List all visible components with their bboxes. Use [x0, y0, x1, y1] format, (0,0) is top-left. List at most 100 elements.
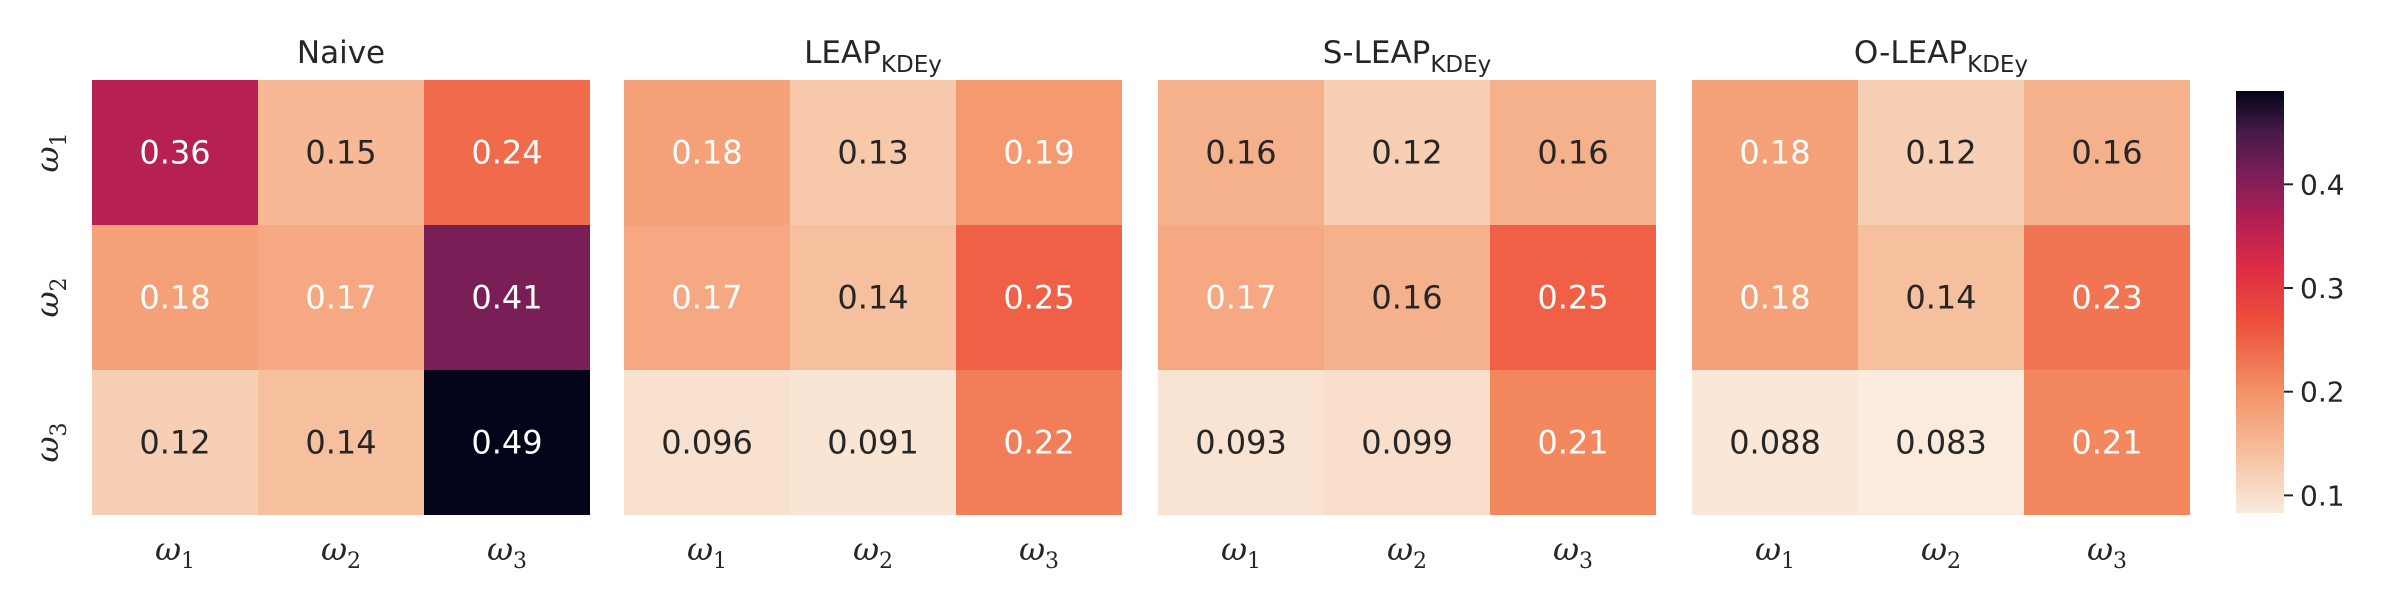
cell-value-label: 0.15: [305, 134, 376, 172]
cell-value-label: 0.093: [1195, 424, 1287, 462]
cell-value-label: 0.19: [1003, 134, 1074, 172]
x-tick-label: ω1: [155, 530, 195, 574]
x-tick-label: ω3: [1019, 530, 1059, 574]
heatmap-cell: [624, 370, 790, 515]
heatmap-cell: [1158, 370, 1324, 515]
cell-value-label: 0.41: [471, 279, 542, 317]
panel-title-subscript: KDEy: [881, 52, 942, 78]
cell-value-label: 0.22: [1003, 424, 1074, 462]
colorbar: 0.1 0.2 0.3 0.4: [2236, 91, 2345, 513]
cell-value-label: 0.18: [1739, 134, 1810, 172]
heatmap-cell: [424, 225, 590, 370]
cell-value-label: 0.25: [1003, 279, 1074, 317]
cell-value-label: 0.16: [1537, 134, 1608, 172]
y-tick-label: ω2: [28, 277, 72, 317]
x-tick-symbol: ω: [1221, 530, 1247, 568]
heatmap-cell: [790, 80, 956, 225]
cell-value-label: 0.12: [1905, 134, 1976, 172]
panel-title-text: LEAP: [804, 35, 881, 71]
heatmap-cell: [1158, 225, 1324, 370]
heatmap-cell: [956, 80, 1122, 225]
heatmap-cell: [258, 225, 424, 370]
cell-value-label: 0.21: [1537, 424, 1608, 462]
cell-value-label: 0.18: [671, 134, 742, 172]
heatmap-cell: [92, 80, 258, 225]
x-tick-symbol: ω: [1921, 530, 1947, 568]
y-tick-label: ω3: [28, 422, 72, 462]
x-tick-subscript: 2: [1413, 549, 1427, 574]
cell-value-label: 0.17: [1205, 279, 1276, 317]
heatmap-cell: [2024, 370, 2190, 515]
heatmap-cell: [1158, 80, 1324, 225]
heatmap-cell: [92, 225, 258, 370]
y-tick-subscript: 3: [47, 422, 72, 436]
heatmap-cell: [1692, 225, 1858, 370]
cell-value-label: 0.16: [2071, 134, 2142, 172]
panel-title-text: S-LEAP: [1323, 35, 1431, 71]
x-tick-label: ω1: [687, 530, 727, 574]
cell-value-label: 0.13: [837, 134, 908, 172]
x-tick-label: ω3: [487, 530, 527, 574]
x-tick-symbol: ω: [1019, 530, 1045, 568]
y-tick-symbol: ω: [28, 291, 66, 317]
heatmap-cell: [1324, 80, 1490, 225]
heatmap-cell: [1858, 370, 2024, 515]
heatmap-cell: [1324, 225, 1490, 370]
heatmap-cell: [1858, 80, 2024, 225]
cell-value-label: 0.12: [139, 424, 210, 462]
x-tick-subscript: 3: [513, 549, 527, 574]
x-tick-subscript: 2: [1947, 549, 1961, 574]
x-tick-label: ω3: [2087, 530, 2127, 574]
heatmap-cell: [1858, 225, 2024, 370]
cell-value-label: 0.24: [471, 134, 542, 172]
heatmap-cell: [2024, 80, 2190, 225]
cell-value-label: 0.17: [671, 279, 742, 317]
x-tick-symbol: ω: [1387, 530, 1413, 568]
heatmap-cell: [258, 80, 424, 225]
cell-value-label: 0.096: [661, 424, 753, 462]
cell-value-label: 0.14: [305, 424, 376, 462]
heatmap-cell: [1692, 80, 1858, 225]
colorbar-tick-label: 0.4: [2300, 168, 2345, 201]
heatmap-cell: [956, 370, 1122, 515]
x-tick-symbol: ω: [1553, 530, 1579, 568]
heatmap-cell: [790, 370, 956, 515]
heatmap-cell: [624, 225, 790, 370]
panel-title: O-LEAPKDEy: [1854, 35, 2028, 78]
heatmap-cell: [258, 370, 424, 515]
x-tick-symbol: ω: [2087, 530, 2113, 568]
y-tick-symbol: ω: [28, 436, 66, 462]
panel-title: Naive: [297, 35, 385, 71]
y-tick-symbol: ω: [28, 146, 66, 172]
x-tick-subscript: 1: [1781, 549, 1795, 574]
cell-value-label: 0.18: [1739, 279, 1810, 317]
heatmap-cell: [1490, 225, 1656, 370]
x-tick-subscript: 3: [1579, 549, 1593, 574]
x-tick-subscript: 1: [713, 549, 727, 574]
colorbar-tick-label: 0.2: [2300, 376, 2345, 409]
cell-value-label: 0.21: [2071, 424, 2142, 462]
x-tick-subscript: 3: [1045, 549, 1059, 574]
panel-title-subscript: KDEy: [1967, 52, 2028, 78]
x-tick-symbol: ω: [1755, 530, 1781, 568]
x-tick-label: ω3: [1553, 530, 1593, 574]
colorbar-tick-label: 0.1: [2300, 479, 2345, 512]
x-tick-label: ω2: [321, 530, 361, 574]
cell-value-label: 0.088: [1729, 424, 1821, 462]
x-tick-symbol: ω: [853, 530, 879, 568]
x-tick-symbol: ω: [487, 530, 513, 568]
x-tick-label: ω2: [1921, 530, 1961, 574]
x-tick-subscript: 3: [2113, 549, 2127, 574]
panel-title-text: O-LEAP: [1854, 35, 1967, 71]
heatmap-cell: [1324, 370, 1490, 515]
cell-value-label: 0.36: [139, 134, 210, 172]
cell-value-label: 0.12: [1371, 134, 1442, 172]
heatmap-cell: [956, 225, 1122, 370]
cell-value-label: 0.091: [827, 424, 919, 462]
x-tick-subscript: 1: [181, 549, 195, 574]
x-tick-symbol: ω: [687, 530, 713, 568]
y-tick-label: ω1: [28, 132, 72, 172]
y-tick-subscript: 1: [47, 132, 72, 146]
cell-value-label: 0.14: [837, 279, 908, 317]
cell-value-label: 0.18: [139, 279, 210, 317]
